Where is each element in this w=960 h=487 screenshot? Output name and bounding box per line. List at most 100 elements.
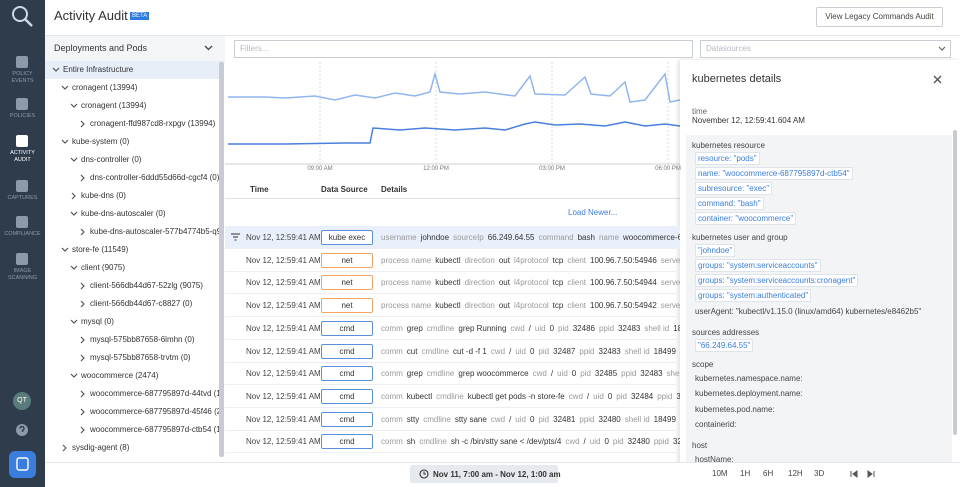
detail-key: server — [660, 255, 680, 265]
nav-label[interactable]: POLICIES — [9, 113, 36, 119]
tree-item[interactable]: sysdig-agent (8) — [45, 439, 219, 457]
row-time: Nov 12, 12:59:41 AM — [246, 301, 321, 311]
nav-icon — [15, 55, 29, 71]
close-icon[interactable] — [933, 75, 942, 84]
tree-item[interactable]: client (9075) — [45, 259, 219, 277]
detail-value: 0 — [607, 391, 613, 401]
detail-key: pid — [616, 391, 627, 401]
nav-label[interactable]: ACTIVITY AUDIT — [10, 150, 35, 163]
table-row[interactable]: Nov 12, 12:59:41 AM kube exec username john… — [225, 226, 680, 249]
detail-value: johndoe — [420, 233, 450, 242]
legacy-button[interactable]: View Legacy Commands Audit — [816, 7, 943, 27]
tree-item[interactable]: store-fe (11549) — [45, 241, 219, 259]
avatar[interactable]: QT — [13, 392, 31, 410]
chevron — [70, 192, 78, 202]
detail-line: hostName: — [695, 454, 734, 464]
tree-item[interactable]: cronagent (13994) — [45, 97, 219, 115]
detail-value: 32481 — [553, 414, 576, 424]
detail-key: cwd — [532, 369, 547, 379]
tree-item[interactable]: woocommerce-687795897d-ctb54 (116 — [45, 421, 219, 439]
detail-value: 0 — [529, 414, 535, 424]
nav-label[interactable]: POLICY EVENTS — [11, 71, 34, 84]
detail-key: cmdline — [421, 346, 450, 356]
filters-input[interactable]: Filters... — [234, 40, 693, 58]
range-button[interactable]: 10M — [712, 469, 728, 478]
table-row[interactable]: Nov 12, 12:59:41 AM cmd comm stty cmdline stt… — [225, 408, 680, 431]
tree-item[interactable]: mysql (0) — [45, 313, 219, 331]
source-badge: net — [321, 298, 373, 314]
tree-item[interactable]: dns-controller (0) — [45, 151, 219, 169]
detail-value: kubectl — [406, 391, 433, 401]
detail-key: uid — [557, 369, 568, 379]
range-button[interactable]: 6H — [763, 469, 774, 478]
source-badge: net — [321, 252, 373, 268]
detail-tag: name: "woocommerce-687795897d-ctb54" — [695, 167, 853, 180]
beta-badge: BETA — [130, 12, 150, 20]
detail-key: ppid — [579, 346, 595, 356]
tree-item[interactable]: kube-dns (0) — [45, 187, 219, 205]
tree-item[interactable]: kube-dns-autoscaler (0) — [45, 205, 219, 223]
tree-item[interactable]: cronagent-ffd987cd8-rxpgv (13994) — [45, 115, 219, 133]
tree-item[interactable]: woocommerce (2474) — [45, 367, 219, 385]
table-row[interactable]: Nov 12, 12:59:41 AM cmd comm kubectl cmdline… — [225, 385, 680, 408]
detail-value: cut — [406, 346, 418, 356]
tree-item[interactable]: client-566db44d67-c8827 (0) — [45, 295, 219, 313]
detail-key: shell id — [624, 346, 650, 356]
range-button[interactable]: 1H — [740, 469, 751, 478]
row-details: comm grep cmdline grep Running cwd / uid 0 pid 32… — [381, 324, 680, 333]
tree-label: mysql-575bb87658-6lmhn (0) — [90, 335, 195, 344]
chevron — [79, 408, 87, 418]
table-row[interactable]: Nov 12, 12:59:41 AM net process name kubect… — [225, 271, 680, 295]
range-button[interactable]: 12H — [788, 469, 803, 478]
tree-item[interactable]: Entire Infrastructure — [45, 61, 219, 79]
tree-label: cronagent (13994) — [72, 83, 138, 92]
detail-value: bash — [577, 233, 595, 242]
table-row[interactable]: Nov 12, 12:59:41 AM net process name kubect… — [225, 294, 680, 318]
detail-value: grep — [406, 369, 423, 379]
detail-key: username — [381, 233, 417, 242]
nav-label[interactable]: CAPTURES — [7, 195, 38, 201]
chevron — [70, 264, 78, 274]
detail-value: out — [498, 278, 510, 288]
chat-button — [9, 451, 36, 478]
tree-item[interactable]: kube-system (0) — [45, 133, 219, 151]
detail-key: client — [567, 301, 587, 311]
row-time: Nov 12, 12:59:41 AM — [246, 414, 321, 424]
detail-key: comm — [381, 369, 403, 379]
tree-item[interactable]: mysql-575bb87658-trvtm (0) — [45, 349, 219, 367]
detail-value: 32483 — [618, 323, 641, 333]
tree-item[interactable]: woocommerce-687795897d-44tvd (109 — [45, 385, 219, 403]
datasources-select[interactable]: Datasources — [700, 40, 951, 58]
scrollbar — [953, 130, 957, 435]
tree-item[interactable]: mysql-575bb87658-6lmhn (0) — [45, 331, 219, 349]
detail-value: grep — [406, 323, 423, 333]
detail-key: cmdline — [426, 369, 455, 379]
detail-value: / — [528, 323, 531, 333]
range-button[interactable]: 3D — [814, 469, 825, 478]
detail-value: tcp — [552, 255, 564, 265]
table-row[interactable]: Nov 12, 12:59:41 AM cmd comm cut cmdline cut … — [225, 340, 680, 363]
detail-line: containerid: — [695, 420, 737, 429]
row-time: Nov 12, 12:59:41 AM — [246, 437, 321, 447]
table-row[interactable]: Nov 12, 12:59:41 AM cmd comm grep cmdline gre… — [225, 362, 680, 386]
tree-item[interactable]: client-566db44d67-52zlg (9075) — [45, 277, 219, 295]
chevron — [79, 120, 87, 130]
chevron — [61, 444, 69, 454]
tree-item[interactable]: kube-dns-autoscaler-577b4774b5-q9ns6 — [45, 223, 219, 241]
detail-key: direction — [464, 255, 495, 265]
tree-item[interactable]: dns-controller-6ddd55d66d-cgcf4 (0) — [45, 169, 219, 187]
load-newer[interactable]: Load Newer... — [568, 208, 618, 217]
table-row[interactable]: Nov 12, 12:59:41 AM cmd comm sh cmdline sh -c… — [225, 430, 680, 454]
time-range[interactable]: Nov 11, 7:00 am - Nov 12, 1:00 am — [410, 465, 561, 483]
nav-label[interactable]: IMAGE SCANNING — [7, 268, 38, 281]
table-row[interactable]: Nov 12, 12:59:41 AM net process name kubect… — [225, 249, 680, 272]
nav-label[interactable]: COMPLIANCE — [4, 231, 41, 237]
tree-label: woocommerce-687795897d-ctb54 (116 — [90, 425, 219, 434]
chevron — [70, 318, 78, 328]
time-label: time — [692, 107, 708, 116]
tree-item[interactable]: woocommerce-687795897d-45f46 (217 — [45, 403, 219, 421]
table-row[interactable]: Nov 12, 12:59:41 AM cmd comm grep cmdline gre… — [225, 317, 680, 340]
tree-item[interactable]: cronagent (13994) — [45, 79, 219, 97]
detail-line: userAgent: "kubectl/v1.15.0 (linux/amd64… — [695, 307, 922, 316]
detail-key: l4protocol — [513, 278, 549, 288]
